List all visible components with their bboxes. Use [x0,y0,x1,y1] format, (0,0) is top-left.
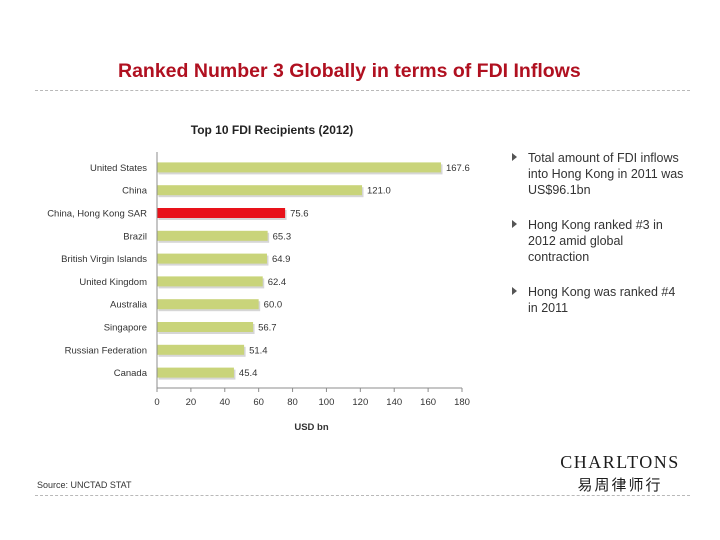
category-label: United Kingdom [79,277,147,288]
fdi-bar-chart: Top 10 FDI Recipients (2012) United State… [47,123,470,433]
bullet-item: Total amount of FDI inflows into Hong Ko… [512,150,687,198]
slide-title: Ranked Number 3 Globally in terms of FDI… [118,60,581,82]
x-tick-label: 0 [154,397,159,408]
x-tick-label: 100 [319,397,335,408]
value-label: 121.0 [367,186,391,197]
bar-highlight [157,208,286,218]
category-label: United States [90,163,147,174]
bar [157,322,254,332]
value-label: 167.6 [446,163,470,174]
x-tick-label: 60 [253,397,264,408]
category-label: China [122,186,148,197]
value-label: 75.6 [290,209,309,220]
x-tick-label: 120 [352,397,368,408]
bar [157,185,363,196]
source-note: Source: UNCTAD STAT [37,480,132,490]
bullet-text: Hong Kong ranked #3 in 2012 amid global … [528,218,663,264]
bar [157,253,267,264]
value-label: 65.3 [273,231,292,242]
bullet-text: Hong Kong was ranked #4 in 2011 [528,285,676,315]
bar [157,162,441,173]
chart-title: Top 10 FDI Recipients (2012) [191,123,354,137]
category-label: Canada [114,368,148,379]
bar [157,299,259,310]
x-tick-label: 80 [287,397,298,408]
bar [157,367,234,378]
bar [157,276,263,287]
value-label: 60.0 [264,300,283,311]
bar [157,344,245,355]
category-label: Russian Federation [65,345,147,356]
x-tick-label: 140 [386,397,402,408]
category-label: China, Hong Kong SAR [47,209,147,220]
x-tick-label: 160 [420,397,436,408]
value-label: 51.4 [249,345,268,356]
x-tick-label: 20 [186,397,197,408]
logo-name-zh: 易周律师行 [577,476,663,494]
bullet-arrow-icon [512,153,517,161]
category-label: Australia [110,300,148,311]
bullet-arrow-icon [512,220,517,228]
bullet-list: Total amount of FDI inflows into Hong Ko… [512,150,687,335]
category-label: British Virgin Islands [61,254,147,265]
bullet-item: Hong Kong ranked #3 in 2012 amid global … [512,217,687,265]
logo-name-en: CHARLTONS [560,452,680,472]
charltons-logo: CHARLTONS 易周律师行 [560,452,680,495]
bullet-item: Hong Kong was ranked #4 in 2011 [512,284,687,316]
x-tick-label: 180 [454,397,470,408]
x-tick-label: 40 [219,397,230,408]
bullet-text: Total amount of FDI inflows into Hong Ko… [528,151,684,197]
value-label: 64.9 [272,254,291,265]
category-label: Brazil [123,231,147,242]
category-label: Singapore [104,323,147,334]
top-divider [35,90,690,91]
value-label: 45.4 [239,368,258,379]
bullet-arrow-icon [512,287,517,295]
bottom-divider [35,495,690,496]
x-axis-label: USD bn [294,422,329,433]
bar [157,230,268,241]
value-label: 56.7 [258,323,277,334]
value-label: 62.4 [268,277,287,288]
